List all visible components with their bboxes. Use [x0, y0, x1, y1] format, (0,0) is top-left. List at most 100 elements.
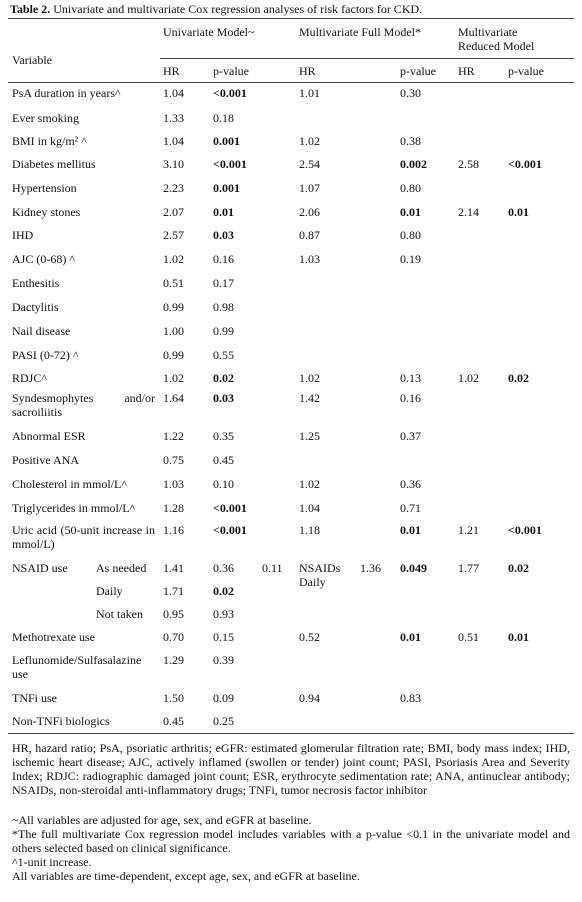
hazard-ratio: 1.02: [299, 134, 320, 148]
hazard-ratio: 3.10: [163, 157, 184, 171]
row-label: Diabetes mellitus: [12, 157, 96, 171]
hazard-ratio: 0.75: [163, 453, 184, 467]
row-label: TNFi use: [12, 691, 57, 705]
p-value: 0.99: [213, 324, 234, 338]
group-header: Multivariate Full Model*: [299, 25, 421, 39]
hazard-ratio: 1.18: [299, 523, 320, 537]
row-label: Ever smoking: [12, 111, 79, 125]
hazard-ratio: 1.29: [163, 653, 184, 667]
p-value: 0.13: [400, 371, 421, 385]
column-header: HR: [458, 64, 475, 78]
hazard-ratio: 1.64: [163, 391, 184, 405]
p-value: 0.01: [400, 630, 421, 644]
p-value: <0.001: [213, 157, 247, 171]
level-label: Not taken: [96, 607, 143, 621]
row-label: AJC (0-68) ^: [12, 252, 75, 266]
hazard-ratio: 1.41: [163, 561, 184, 575]
hazard-ratio: 1.71: [163, 584, 184, 598]
hazard-ratio: 1.22: [163, 429, 184, 443]
column-header: HR: [299, 64, 316, 78]
hazard-ratio: 1.42: [299, 391, 320, 405]
hazard-ratio: 1.02: [458, 371, 479, 385]
row-label: Cholesterol in mmol/L^: [12, 477, 127, 491]
hazard-ratio: 0.52: [299, 630, 320, 644]
hazard-ratio: 1.04: [299, 501, 320, 515]
p-value: 0.98: [213, 300, 234, 314]
hazard-ratio: 1.02: [299, 477, 320, 491]
p-value: 0.15: [213, 630, 234, 644]
p-value: 0.02: [213, 584, 234, 598]
p-value: 0.01: [400, 205, 421, 219]
footnote: All variables are time-dependent, except…: [12, 869, 360, 883]
variable-header: Variable: [12, 53, 52, 67]
row-label: Methotrexate use: [12, 630, 95, 644]
title-text: Univariate and multivariate Cox regressi…: [53, 2, 423, 16]
hazard-ratio: 1.21: [458, 523, 479, 537]
hazard-ratio: 0.45: [163, 714, 184, 728]
hazard-ratio: 1.16: [163, 523, 184, 537]
column-header: p-value: [213, 64, 249, 78]
p-value: 0.001: [213, 181, 240, 195]
p-value: <0.001: [213, 501, 247, 515]
rule: [8, 733, 574, 734]
hazard-ratio: 0.70: [163, 630, 184, 644]
row-label: NSAID use: [12, 561, 68, 575]
level-label: As needed: [96, 561, 147, 575]
hazard-ratio: 1.04: [163, 134, 184, 148]
p-value: 0.17: [213, 276, 234, 290]
p-value: 0.10: [213, 477, 234, 491]
group-header: Univariate Model~: [163, 25, 255, 39]
hazard-ratio: 0.87: [299, 228, 320, 242]
row-label: Abnormal ESR: [12, 429, 86, 443]
p-value: 0.02: [213, 371, 234, 385]
footnote: *The full multivariate Cox regression mo…: [12, 827, 570, 855]
row-label: Hypertension: [12, 181, 77, 195]
p-value: 0.01: [508, 630, 529, 644]
row-label: Enthesitis: [12, 276, 60, 290]
hazard-ratio: 2.57: [163, 228, 184, 242]
p-value: 0.55: [213, 348, 234, 362]
row-label: Syndesmophytes and/or sacroiliitis: [12, 391, 155, 419]
p-value: <0.001: [508, 157, 542, 171]
hazard-ratio: 2.06: [299, 205, 320, 219]
hazard-ratio: 1.07: [299, 181, 320, 195]
p-value: 0.93: [213, 607, 234, 621]
p-value: 0.83: [400, 691, 421, 705]
p-value: <0.001: [508, 523, 542, 537]
hazard-ratio: 0.51: [163, 276, 184, 290]
group-header: Multivariate Reduced Model: [458, 25, 535, 53]
hazard-ratio: 1.77: [458, 561, 479, 575]
hazard-ratio: 2.07: [163, 205, 184, 219]
p-value: 0.39: [213, 653, 234, 667]
p-value: 0.03: [213, 228, 234, 242]
p-value: 0.02: [508, 561, 529, 575]
hazard-ratio: 2.54: [299, 157, 320, 171]
row-label: BMI in kg/m² ^: [12, 134, 87, 148]
footnote: ~All variables are adjusted for age, sex…: [12, 813, 312, 827]
hazard-ratio: 0.51: [458, 630, 479, 644]
hazard-ratio: 1.33: [163, 111, 184, 125]
hazard-ratio: 2.58: [458, 157, 479, 171]
row-label: Nail disease: [12, 324, 71, 338]
row-label: Positive ANA: [12, 453, 80, 467]
p-value: 0.36: [213, 561, 234, 575]
level-label: NSAIDs Daily: [299, 561, 341, 589]
hazard-ratio: 1.02: [163, 252, 184, 266]
row-label: Dactylitis: [12, 300, 59, 314]
p-value: 0.01: [508, 205, 529, 219]
hazard-ratio: 1.04: [163, 86, 184, 100]
p-value: 0.25: [213, 714, 234, 728]
hazard-ratio: 1.02: [299, 371, 320, 385]
p-value: 0.001: [213, 134, 240, 148]
p-value: 0.30: [400, 86, 421, 100]
p-value: 0.71: [400, 501, 421, 515]
hazard-ratio: 2.14: [458, 205, 479, 219]
footnote: ^1-unit increase.: [12, 855, 92, 869]
table-title: Table 2. Univariate and multivariate Cox…: [10, 2, 422, 16]
level-label: Daily: [96, 584, 123, 598]
hazard-ratio: 0.99: [163, 348, 184, 362]
p-value: 0.80: [400, 181, 421, 195]
row-label: Uric acid (50-unit increase in mmol/L): [12, 523, 155, 551]
hazard-ratio: 1.02: [163, 371, 184, 385]
